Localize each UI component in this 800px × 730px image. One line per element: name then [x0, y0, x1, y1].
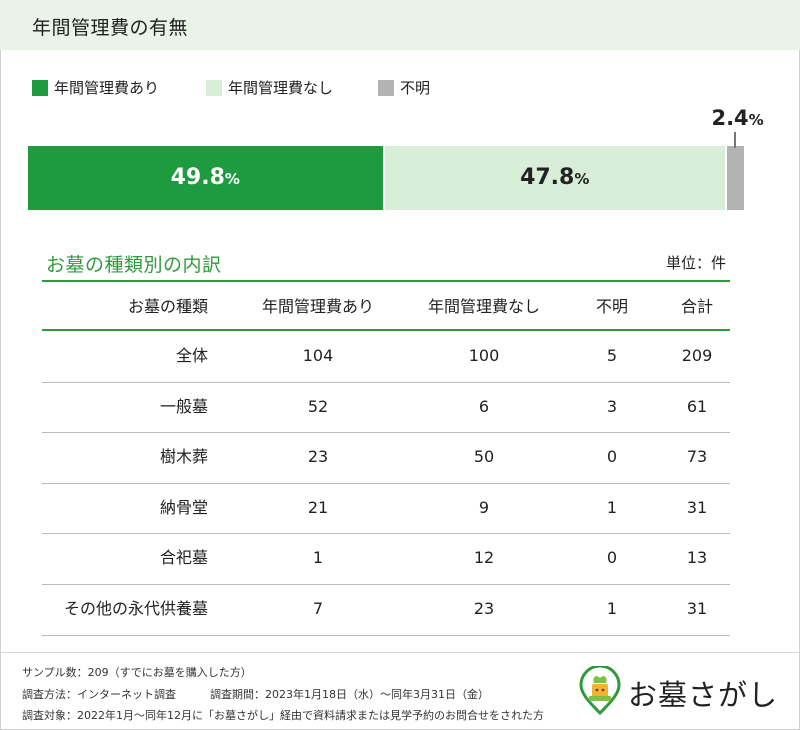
table-cell: 209: [681, 346, 713, 365]
leader-line: [734, 132, 736, 148]
table-header-cell: 年間管理費あり: [261, 297, 374, 316]
table-row-label: 合祀墓: [159, 548, 208, 568]
table-cell: 21: [307, 497, 329, 517]
legend-swatch: [378, 80, 394, 96]
table-unit: 単位：件: [666, 254, 727, 272]
bar-segment-2: [384, 146, 725, 210]
table-cell: 0: [606, 447, 618, 467]
bar-segment-3: [726, 146, 744, 210]
legend-label: 不明: [400, 79, 431, 97]
table-row-divider: [42, 482, 730, 484]
bar-value-label-3: 2.4%: [711, 106, 764, 130]
table-row-divider: [42, 432, 730, 434]
footer-sample: サンプル数：209（すでにお墓を購入した方）: [22, 666, 252, 679]
table-cell: 100: [468, 346, 500, 365]
table-cell: 1: [606, 599, 618, 618]
table-cell: 0: [606, 548, 618, 568]
footer-period: 調査期間：2023年1月18日（水）〜同年3月31日（金）: [210, 688, 489, 701]
table-cell: 73: [686, 447, 708, 467]
legend-label: 年間管理費あり: [54, 79, 160, 97]
table-cell: 13: [686, 548, 708, 568]
table-row-label: その他の永代供養墓: [63, 599, 208, 618]
table-cell: 50: [473, 447, 495, 467]
legend-swatch: [206, 80, 222, 96]
table-cell: 3: [606, 396, 618, 416]
table-cell: 31: [686, 599, 708, 618]
table-cell: 12: [473, 548, 495, 568]
table-cell: 23: [307, 447, 329, 467]
table-cell: 1: [312, 548, 324, 568]
table-cell: 31: [686, 497, 708, 517]
table-header-cell: 年間管理費なし: [427, 297, 540, 316]
table-cell: 61: [686, 396, 708, 416]
table-cell: 6: [478, 396, 490, 416]
footer-method: 調査方法：インターネット調査: [22, 688, 176, 701]
table-cell: 9: [478, 497, 490, 517]
table-title: お墓の種類別の内訳: [46, 254, 222, 276]
table-cell: 23: [473, 599, 495, 618]
table-row-label: 一般墓: [159, 396, 208, 416]
table-cell: 1: [606, 497, 618, 517]
ohaka-sagashi-logo-icon: [579, 666, 621, 716]
table-top-rule: [42, 280, 730, 282]
table-row-divider: [42, 381, 730, 383]
table-cell: 7: [312, 599, 324, 618]
legend-label: 年間管理費なし: [228, 79, 334, 97]
table-row-label: 納骨堂: [159, 497, 208, 517]
table-row-label: 全体: [175, 346, 208, 365]
table-row-divider: [42, 533, 730, 535]
bar-value-label-2: 47.8%: [520, 165, 590, 190]
bar-value-label-1: 49.8%: [170, 165, 240, 190]
table-cell: 5: [606, 346, 618, 365]
footer-target: 調査対象：2022年1月〜同年12月に「お墓さがし」経由で資料請求または見学予約…: [22, 709, 544, 722]
table-row-divider: [42, 634, 730, 636]
table-header-cell: 合計: [680, 297, 713, 316]
table-header-cell: お墓の種類: [127, 297, 208, 316]
table-header-cell: 不明: [595, 297, 628, 316]
table-row-label: 樹木葬: [159, 447, 208, 467]
legend-swatch: [32, 80, 48, 96]
table-row-divider: [42, 584, 730, 585]
table-header-rule: [42, 329, 730, 331]
table-cell: 52: [307, 396, 329, 416]
footer-divider: [0, 652, 800, 653]
chart-title: 年間管理費の有無: [32, 17, 189, 39]
logo-text: お墓さがし: [628, 678, 779, 712]
stacked-bar: 49.8% 47.8%: [28, 146, 744, 210]
header-band: 年間管理費の有無: [0, 0, 800, 50]
table-cell: 104: [302, 346, 334, 365]
bar-segment-1: [28, 146, 383, 210]
